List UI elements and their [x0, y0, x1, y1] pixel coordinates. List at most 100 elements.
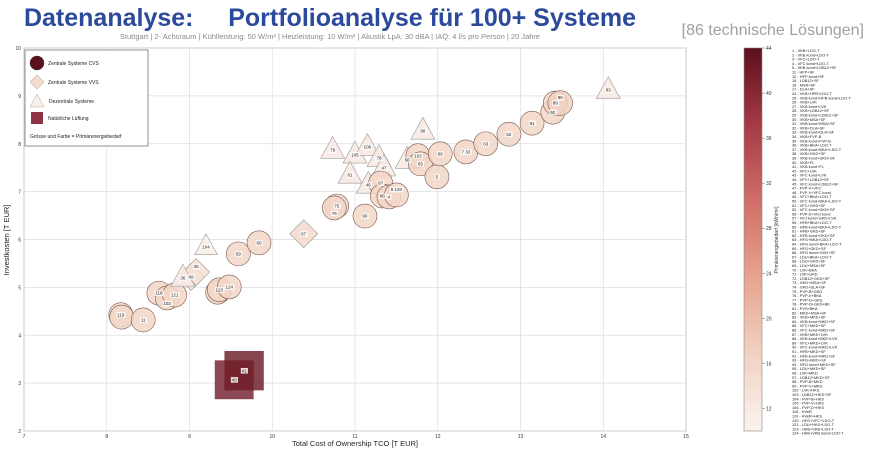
point-label: 119 — [117, 312, 125, 317]
point-label: 41 — [242, 368, 248, 373]
solution-list-item: 90 - VFC kond+MKD+LVK — [792, 345, 838, 350]
x-tick-label: 15 — [683, 434, 689, 440]
circle-marker — [547, 90, 573, 116]
point-label: 104 — [202, 244, 210, 249]
point-label-group: 35 — [192, 263, 200, 270]
point-label-group: 103 — [413, 153, 423, 159]
y-tick-label: 3 — [18, 381, 21, 387]
solution-list-item: 83 - VKB+MKD+SF — [792, 315, 826, 320]
point-label-bg — [300, 231, 308, 237]
point-label-group: 66 — [436, 151, 445, 157]
solution-list-item: 89 - VFC+MKD+LVK — [792, 340, 828, 345]
legend-box — [24, 49, 149, 147]
solution-list-item: 31 - VKB kond+MSA+SF — [792, 121, 836, 126]
point-label-group: 118 — [154, 290, 164, 297]
solution-list-item: 36 - VKB+BKA+LDO-T — [792, 143, 832, 148]
solution-list-item: 29 - VKB kond+LDB12+SF — [792, 113, 839, 118]
solution-list-item: 72 - LDB12+GKD+SF — [792, 276, 830, 281]
point-label: 102 — [163, 301, 171, 306]
point-label: 60 — [257, 240, 263, 245]
point-label-bg — [179, 275, 187, 281]
x-tick-label: 10 — [269, 434, 275, 440]
point-label-group: 123 — [214, 287, 225, 293]
colorbar-ticks: 12 16 20 24 28 32 36 40 44 — [762, 46, 772, 412]
colorbar-bar — [743, 47, 763, 432]
x-tick-label: 9 — [188, 434, 191, 440]
point-label-bg — [377, 180, 385, 186]
solution-list-item: 2 - VKB kond+LDO-T — [792, 52, 829, 57]
y-tick-label: 10 — [15, 46, 21, 52]
point-label: 118 — [155, 291, 163, 296]
point-label-bg — [549, 109, 557, 116]
solution-list-item: 103 - LDB12+HKS+SF — [792, 392, 832, 397]
point-label: 105 — [351, 152, 359, 157]
solution-list-item: 124 - HKB+VKB kond+LDO-T — [792, 431, 844, 436]
solution-list-item: 27 - VKB kond+LVK — [792, 104, 827, 109]
point-label-group: 60 — [255, 240, 263, 246]
solution-list-item: 75 - PVP-B+GKD — [792, 289, 822, 294]
solution-list-item: 85 - VFC+MKD+SF — [792, 323, 826, 328]
point-label: 46 — [366, 183, 372, 188]
point-label: 47 — [381, 165, 387, 170]
point-label-group: 7 33 — [460, 149, 472, 155]
solution-list: 1 - VKB+LDO-T2 - VKB kond+LDO-T3 - VFC+L… — [792, 48, 851, 436]
point-label-bg — [116, 311, 126, 318]
point-label-group: 67 — [300, 231, 308, 237]
grid-lines — [23, 47, 687, 432]
point-label: 75 — [334, 204, 340, 209]
page-subtitle: Stuttgart | 2- Achsraum | Kühlleistung: … — [119, 32, 541, 41]
point-label-group: 90 — [361, 213, 369, 219]
point-label-bg — [362, 144, 373, 151]
solution-list-item: 104 - PVP-B+HKS — [792, 396, 824, 401]
point-label-group: 119 — [116, 311, 126, 318]
solution-list-item: 24 - VKB+HPB+LDO-T — [792, 91, 832, 96]
point-label: 59 — [236, 251, 242, 256]
solution-list-item: 34 - VKB+FVP-B — [792, 134, 822, 139]
point-label-group: 91 — [528, 120, 536, 127]
point-label-group: 105 — [350, 152, 361, 158]
point-label-group: 78 — [375, 155, 383, 162]
solution-count: [86 technische Lösungen] — [681, 22, 864, 39]
solution-list-item: 1 - VKB+LDO-T — [792, 48, 820, 53]
solution-list-item: 68 - LDU+GKD+SF — [792, 259, 826, 264]
solution-list-item: 76 - PVP-V+BKA — [792, 293, 822, 298]
solution-list-item: 48 - FVP-V+VFC kond — [792, 190, 831, 195]
solution-list-item: 16 - MSA+SF — [792, 82, 816, 87]
point-label: 63 — [483, 141, 489, 146]
y-tick-label: 6 — [18, 238, 21, 244]
point-label-bg — [460, 149, 472, 155]
point-label-group: 104 — [201, 243, 212, 250]
solution-list-item: 39 - VKB kond+GKD+SF — [792, 156, 836, 161]
point-label-group: 92 — [549, 109, 557, 116]
solution-list-item: 87 - VKB+MKD+LVK — [792, 332, 828, 337]
point-label-bg — [528, 120, 536, 127]
point-label-bg — [436, 151, 445, 157]
point-label: 98 — [420, 128, 426, 133]
solution-list-item: 41 - VKB kond+FL — [792, 164, 825, 169]
point-label-bg — [413, 153, 423, 159]
solution-list-item: 5 - VKB kond+LDB12+SF — [792, 65, 837, 70]
point-label-group: 86 — [378, 193, 387, 199]
point-label: 124 — [225, 284, 233, 289]
point-label-bg — [505, 131, 513, 138]
page-title: Datenanalyse: Portfolioanalyse für 100+ … — [23, 4, 637, 32]
point-label-bg — [419, 128, 427, 134]
solution-list-item: 4 - VFC kond+LDO-T — [792, 61, 829, 66]
point-label: 78 — [376, 156, 382, 161]
solution-list-item: 32 - VKB+DLA+SF — [792, 125, 825, 130]
point-label-bg — [235, 251, 243, 257]
point-label-bg — [187, 274, 195, 280]
solution-list-item: 64 - HFG kond+BKA+LDO-T — [792, 242, 842, 247]
legend-diamond-icon — [29, 74, 45, 90]
legend-note: Grösse und Farbe = Primärenergiebedarf — [30, 134, 122, 140]
point-label-bg — [255, 240, 263, 246]
solution-list-item: 95 - LDU+MKD+SF — [792, 366, 826, 371]
solution-list-item: 119 - HVeR+HKS — [792, 414, 822, 419]
point-label-group: 76 — [331, 210, 339, 217]
solution-list-item: 52 - VFC kond+GKD+SF — [792, 207, 836, 212]
point-label: 62 — [506, 132, 512, 137]
point-label: 5 — [436, 174, 439, 179]
point-label: 81 — [348, 172, 354, 177]
point-label-bg — [162, 300, 173, 307]
